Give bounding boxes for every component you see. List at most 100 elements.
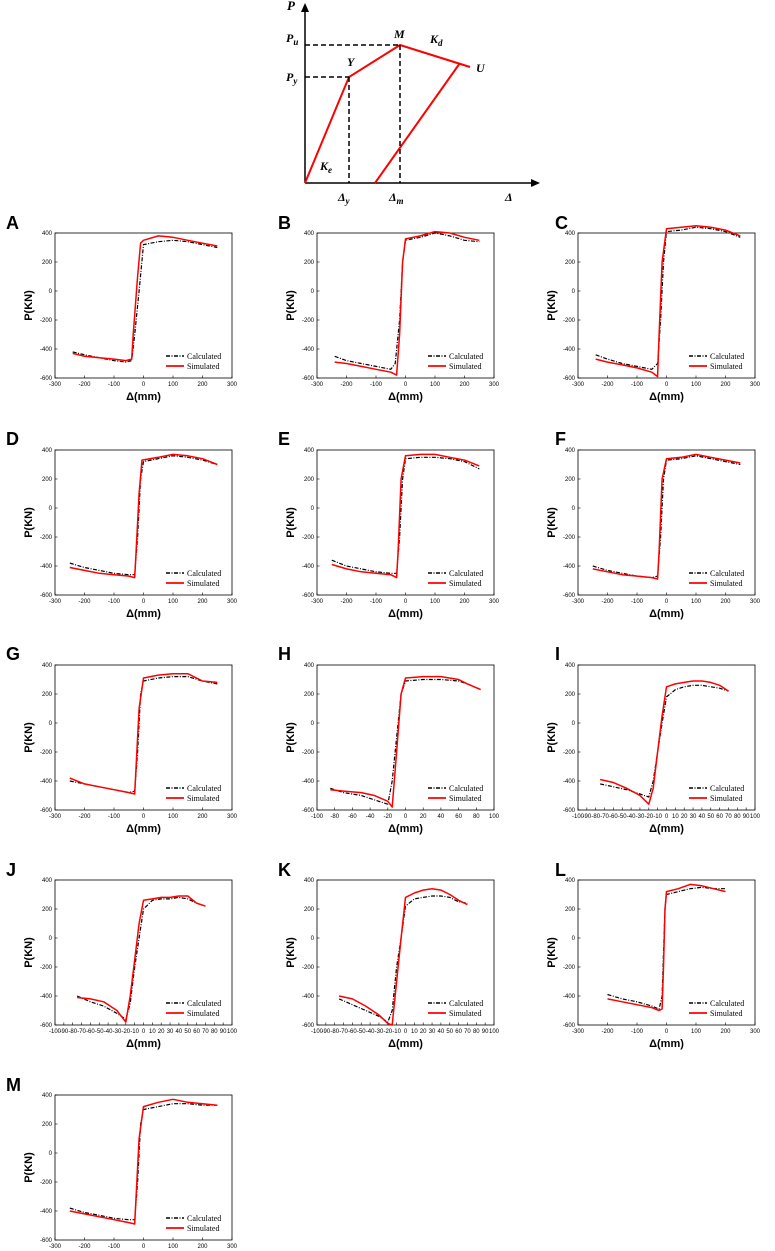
panel-letter-K: K — [278, 860, 291, 880]
chart-panel-J: J-100-90 -80 -70 -60 -50 -40 -30 -20 -10 0 10 20 30 4… — [6, 860, 238, 1050]
series-line-simulated — [334, 230, 480, 376]
x-tick-label: 0 — [665, 814, 669, 820]
x-tick-label: 10 — [149, 1029, 156, 1035]
chart-panel-H: H-100 -80 -60 -40 -20 0 20 40 60 80 100-600-400-20… — [278, 644, 500, 835]
x-tick-label: -200 — [601, 599, 614, 605]
x-tick-label: 80 — [473, 814, 480, 820]
x-tick-label: 0 — [665, 599, 669, 605]
x-tick-label: 200 — [197, 382, 208, 388]
y-tick-label: -200 — [40, 1180, 53, 1186]
x-tick-label: 60 — [455, 1029, 462, 1035]
x-tick-label: -50 — [357, 1029, 366, 1035]
x-tick-label: -200 — [78, 1244, 91, 1250]
x-tick-label: -60 — [348, 1029, 357, 1035]
y-tick-label: -400 — [302, 564, 315, 570]
x-tick-label: -100 — [311, 1029, 324, 1035]
series-line-calculated — [72, 239, 218, 363]
y-tick-label: 0 — [311, 506, 315, 512]
y-tick-label: -600 — [40, 376, 53, 382]
y-tick-label: 0 — [49, 289, 53, 295]
x-tick-label: -100 — [631, 1029, 644, 1035]
y-axis-label: P(KN) — [23, 290, 35, 321]
legend-label-calculated: Calculated — [710, 784, 744, 793]
x-tick-label: -70 — [600, 814, 609, 820]
x-tick-label: -200 — [78, 814, 91, 820]
series-line-calculated — [331, 456, 480, 574]
x-tick-label: -80 — [330, 1029, 339, 1035]
y-tick-label: -200 — [302, 535, 315, 541]
legend-label-simulated: Simulated — [449, 579, 481, 588]
panel-letter-M: M — [6, 1075, 21, 1095]
x-tick-label: -90 — [60, 1029, 69, 1035]
legend-label-calculated: Calculated — [187, 784, 221, 793]
y-tick-label: -400 — [563, 994, 576, 1000]
y-tick-label: -400 — [302, 347, 315, 353]
x-axis-label: Δ(mm) — [388, 391, 423, 403]
y-tick-label: 0 — [49, 506, 53, 512]
x-tick-label: 100 — [750, 814, 761, 820]
y-tick-label: 200 — [42, 1122, 53, 1128]
schematic-point-y: Y — [347, 55, 356, 69]
series-line-calculated — [607, 886, 726, 1010]
y-tick-label: 400 — [565, 878, 576, 884]
legend-label-simulated: Simulated — [710, 362, 742, 371]
y-axis-label: P(KN) — [23, 507, 35, 538]
x-tick-label: 70 — [464, 1029, 471, 1035]
y-tick-label: 400 — [42, 231, 53, 237]
x-tick-label: 100 — [691, 1029, 702, 1035]
y-tick-label: -200 — [302, 750, 315, 756]
x-tick-label: -300 — [49, 382, 62, 388]
schematic-dm-label: Δm — [388, 190, 404, 206]
series-line-simulated — [599, 680, 729, 805]
y-tick-label: -400 — [40, 994, 53, 1000]
schematic-diagram: P Pu Py Y M U Kd Ke Δy Δm Δ — [286, 0, 540, 206]
x-tick-label: -10 — [130, 1029, 139, 1035]
x-tick-label: -300 — [49, 814, 62, 820]
x-tick-label: -80 — [591, 814, 600, 820]
x-tick-label: -100 — [49, 1029, 62, 1035]
y-tick-label: -400 — [302, 994, 315, 1000]
y-axis-label: P(KN) — [546, 937, 558, 968]
x-tick-label: 0 — [665, 1029, 669, 1035]
legend-label-calculated: Calculated — [710, 352, 744, 361]
chart-panel-G: G -300 -200 -100 0 100 200 300 -600 -400 -200 0 200 4… — [6, 644, 238, 835]
y-tick-label: -600 — [563, 808, 576, 814]
y-tick-label: 200 — [304, 907, 315, 913]
y-tick-label: -200 — [40, 750, 53, 756]
x-tick-label: -70 — [339, 1029, 348, 1035]
series-line-calculated — [69, 1103, 218, 1221]
panel-letter-D: D — [6, 429, 19, 449]
legend-label-simulated: Simulated — [449, 362, 481, 371]
schematic-pu-label: Pu — [286, 31, 298, 47]
chart-panel-F: F -300 -200 -100 0 100 200 300 -600 -400 -200 0 200 4… — [546, 429, 761, 620]
x-tick-label: -80 — [68, 1029, 77, 1035]
x-tick-label: 20 — [158, 1029, 165, 1035]
x-tick-label: -100 — [108, 382, 121, 388]
legend-label-calculated: Calculated — [449, 352, 483, 361]
schematic-ke-label: Ke — [319, 159, 332, 175]
x-tick-label: -300 — [49, 599, 62, 605]
x-tick-label: -10 — [653, 814, 662, 820]
legend-label-calculated: Calculated — [710, 999, 744, 1008]
x-tick-label: 300 — [489, 382, 500, 388]
series-line-simulated — [72, 235, 218, 362]
y-tick-label: -200 — [563, 750, 576, 756]
y-axis-label: P(KN) — [23, 722, 35, 753]
x-tick-label: -300 — [311, 599, 324, 605]
schematic-py-label: Py — [286, 70, 298, 86]
x-tick-label: 50 — [707, 814, 714, 820]
x-tick-label: 100 — [168, 382, 179, 388]
x-tick-label: 40 — [699, 814, 706, 820]
panel-letter-A: A — [6, 213, 19, 233]
x-tick-label: -200 — [340, 382, 353, 388]
x-tick-label: -20 — [383, 1029, 392, 1035]
x-tick-label: -300 — [311, 382, 324, 388]
series-line-simulated — [595, 225, 741, 378]
y-tick-label: -200 — [563, 965, 576, 971]
x-tick-label: -90 — [583, 814, 592, 820]
x-tick-label: 0 — [404, 1029, 408, 1035]
x-tick-label: 0 — [404, 382, 408, 388]
panel-letter-C: C — [555, 213, 568, 233]
x-tick-label: -200 — [78, 599, 91, 605]
y-tick-label: -600 — [302, 593, 315, 599]
